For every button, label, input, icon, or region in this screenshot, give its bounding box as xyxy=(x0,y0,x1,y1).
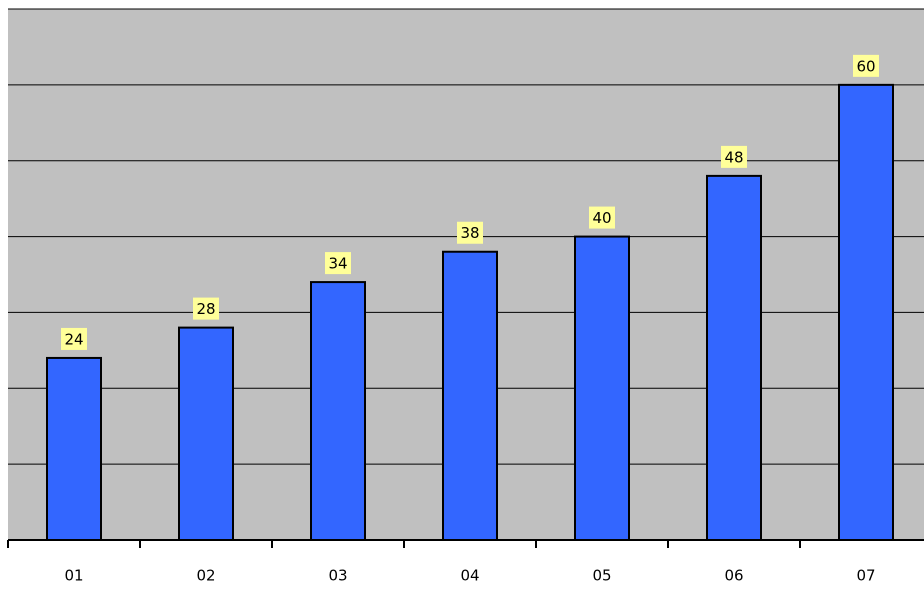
bar xyxy=(442,250,498,541)
value-label-box xyxy=(721,145,747,168)
x-tick-label: 04 xyxy=(460,567,479,585)
bar xyxy=(706,174,762,541)
value-label: 24 xyxy=(64,330,83,348)
value-label-box xyxy=(61,327,87,350)
x-tick-label: 07 xyxy=(856,567,875,585)
bar xyxy=(178,326,234,541)
bar xyxy=(838,83,894,541)
bar xyxy=(574,235,630,541)
value-label: 60 xyxy=(856,57,875,75)
value-label-box xyxy=(193,297,219,320)
value-label: 48 xyxy=(724,148,743,166)
x-tick-label: 05 xyxy=(592,567,611,585)
value-label: 38 xyxy=(460,224,479,242)
bar xyxy=(46,356,102,542)
x-tick-label: 02 xyxy=(196,567,215,585)
value-label-box xyxy=(457,221,483,244)
bar xyxy=(310,281,366,541)
x-tick-label: 01 xyxy=(64,567,83,585)
x-tick-label: 06 xyxy=(724,567,743,585)
value-label: 40 xyxy=(592,209,611,227)
value-label: 34 xyxy=(328,255,347,273)
value-label: 28 xyxy=(196,300,215,318)
value-label-box xyxy=(589,206,615,229)
x-tick-label: 03 xyxy=(328,567,347,585)
value-label-box xyxy=(325,252,351,275)
value-label-box xyxy=(853,54,879,77)
